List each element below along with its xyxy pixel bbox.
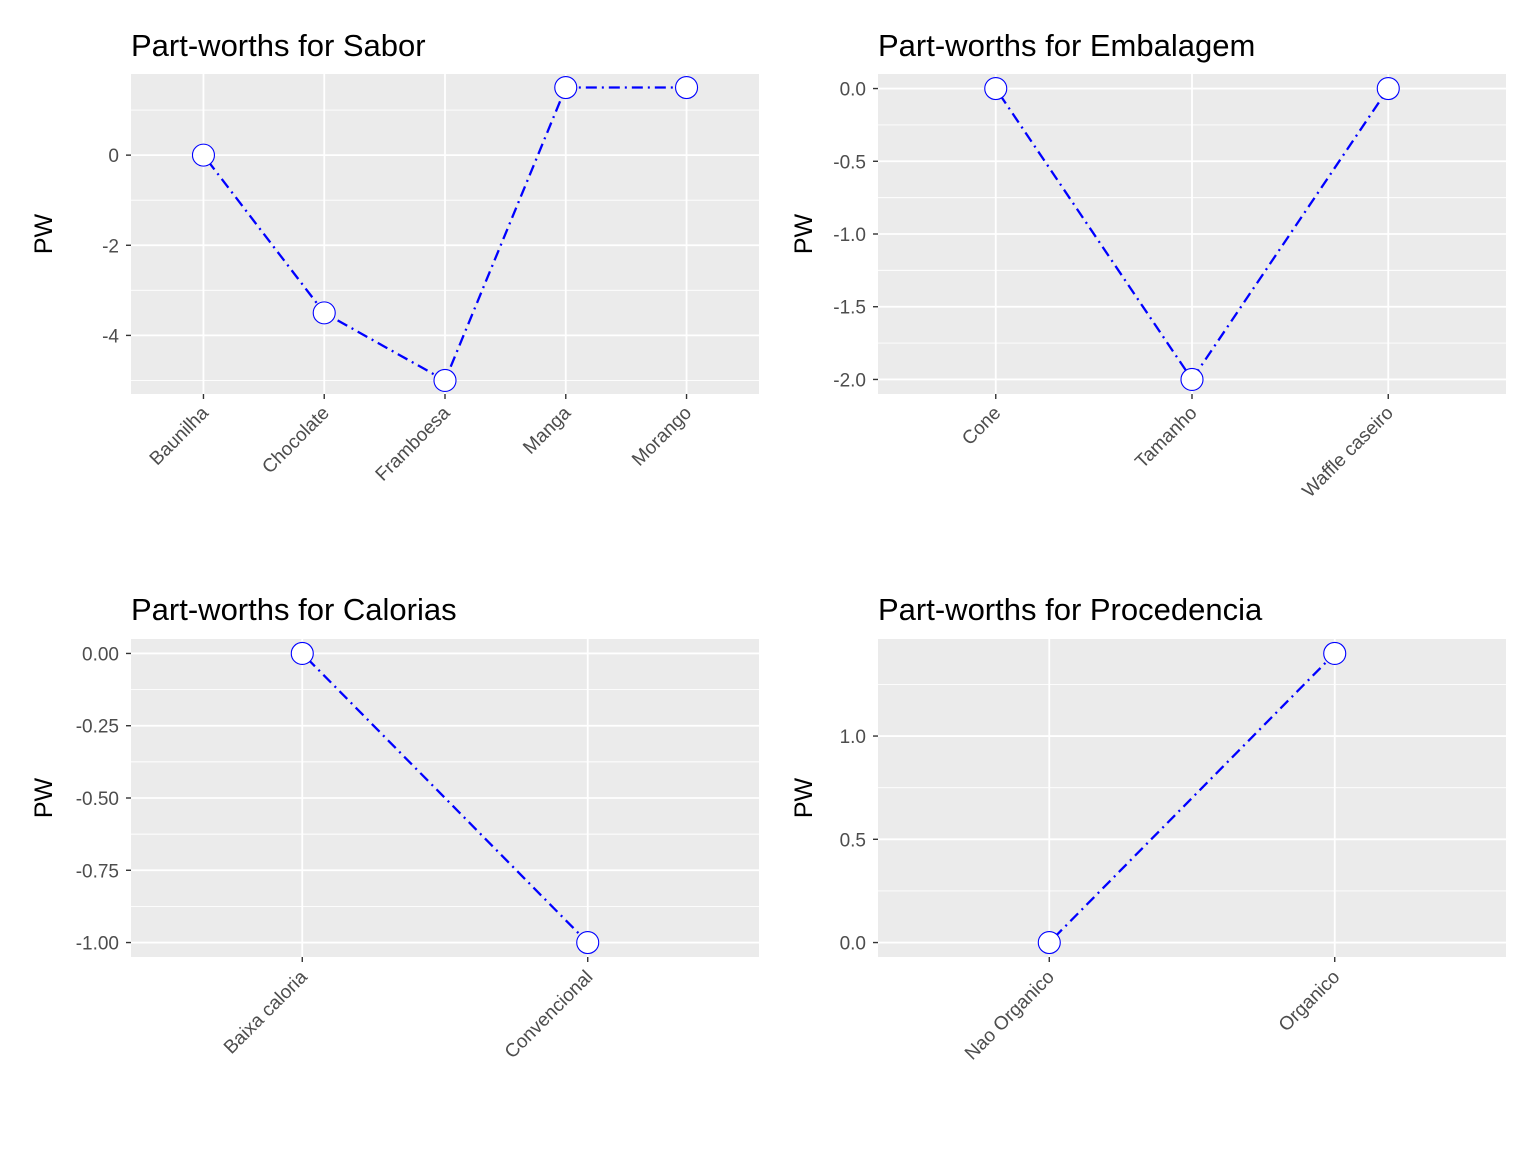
y-tick-label: 0.0: [840, 80, 866, 101]
y-tick-label: -0.50: [76, 789, 119, 810]
data-point: [1323, 641, 1347, 666]
y-tick-label: 1.0: [840, 727, 866, 748]
y-tick-label: -1.0: [833, 225, 866, 246]
x-tick-label: Morango: [628, 403, 696, 471]
y-tick-label: 0: [108, 146, 119, 167]
chart-title: Part-worths for Sabor: [131, 28, 426, 63]
chart-panel-1: -4 -2 0 Baunilha Chocolate Framboesa Manga Mora…: [30, 28, 759, 485]
chart-panel-4: 0.0 0.5 1.0 Nao Organico Organico Part-worths…: [790, 592, 1506, 1064]
y-tick-label: -4: [102, 326, 119, 347]
series-line: [301, 652, 589, 944]
x-tick-label: Tamanho: [1131, 403, 1201, 473]
data-point: [312, 301, 336, 325]
x-tick-label: Convencional: [501, 967, 597, 1063]
x-tick-label: Manga: [519, 402, 575, 458]
data-point: [1037, 930, 1061, 955]
y-tick-label: -0.5: [833, 152, 866, 173]
x-tick-label: Baunilha: [146, 402, 213, 469]
y-tick-label: -2: [102, 236, 119, 257]
series-line: [1048, 652, 1336, 944]
data-point: [984, 76, 1008, 101]
chart-title: Part-worths for Calorias: [131, 592, 457, 627]
data-point: [1180, 367, 1204, 392]
y-tick-label: 0.00: [82, 644, 119, 665]
chart-title: Part-worths for Embalagem: [878, 28, 1255, 63]
panel-background: [878, 639, 1506, 957]
y-tick-label: 0.0: [840, 934, 866, 955]
chart-title: Part-worths for Procedencia: [878, 592, 1263, 627]
y-tick-label: -2.0: [833, 370, 866, 391]
y-axis-label: PW: [30, 213, 58, 254]
y-axis-label: PW: [30, 777, 58, 818]
x-tick-label: Chocolate: [258, 403, 333, 478]
y-tick-label: -0.25: [76, 717, 119, 738]
data-point: [290, 641, 314, 666]
data-point: [674, 75, 699, 100]
x-tick-label: Waffle caseiro: [1299, 403, 1398, 502]
x-tick-label: Baixa caloria: [220, 966, 312, 1058]
data-point: [554, 75, 578, 100]
chart-panel-3: -1.00 -0.75 -0.50 -0.25 0.00 Baixa caloria Con…: [30, 592, 759, 1063]
data-point: [576, 930, 600, 955]
y-axis-label: PW: [790, 777, 818, 818]
series-line: [994, 87, 1390, 382]
y-tick-label: -1.5: [833, 298, 866, 319]
data-point: [1376, 76, 1400, 101]
y-tick-label: -0.75: [76, 861, 119, 882]
y-tick-label: 0.5: [840, 830, 866, 851]
y-tick-label: -1.00: [76, 934, 119, 955]
y-axis-label: PW: [790, 213, 818, 254]
data-point: [433, 368, 457, 393]
data-point: [191, 143, 216, 167]
x-tick-label: Cone: [958, 403, 1005, 450]
x-tick-label: Framboesa: [372, 402, 455, 485]
x-tick-label: Organico: [1275, 967, 1344, 1036]
x-tick-label: Nao Organico: [961, 967, 1059, 1065]
chart-panel-2: -2.0 -1.5 -1.0 -0.5 0.0 Cone Tamanho Waffle cas…: [790, 28, 1506, 502]
